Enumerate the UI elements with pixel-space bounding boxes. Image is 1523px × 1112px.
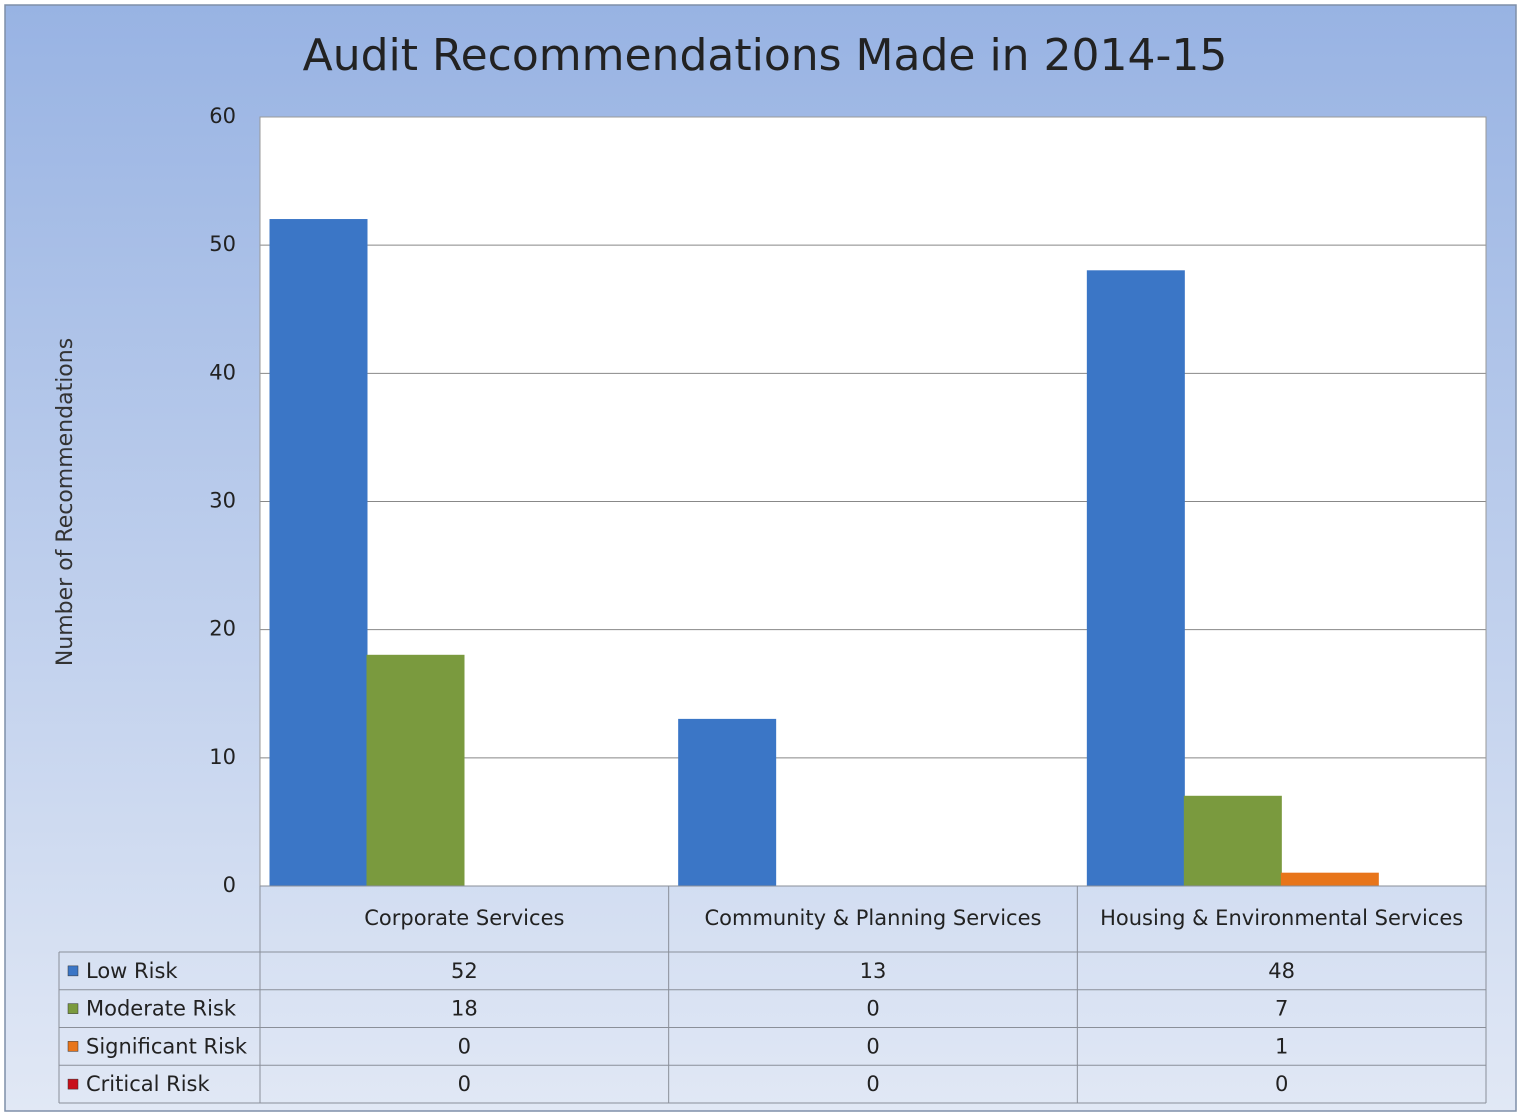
y-axis-title: Number of Recommendations xyxy=(53,338,78,666)
x-tick-label-box: Housing & Environmental Services xyxy=(1100,906,1464,931)
bar xyxy=(269,219,368,887)
x-tick-label: Housing & Environmental Services xyxy=(1100,906,1464,931)
table-value: 0 xyxy=(458,1072,471,1096)
legend-swatch xyxy=(67,1078,79,1090)
y-tick-label: 40 xyxy=(209,360,236,384)
legend-swatch xyxy=(67,1003,79,1014)
bar xyxy=(1086,270,1185,887)
y-tick-label: 30 xyxy=(209,489,236,513)
table-value: 0 xyxy=(866,997,879,1021)
bar xyxy=(366,654,465,887)
table-value: 0 xyxy=(458,1034,471,1058)
chart-title: Audit Recommendations Made in 2014-15 xyxy=(303,30,1228,81)
legend-swatch xyxy=(67,1041,79,1052)
x-tick-label: Corporate Services xyxy=(364,906,565,931)
legend-label: Low Risk xyxy=(86,959,178,983)
x-tick-label-box: Community & Planning Services xyxy=(704,906,1042,931)
bar xyxy=(678,718,777,887)
legend-label: Moderate Risk xyxy=(86,997,237,1021)
legend-swatch xyxy=(67,965,79,977)
table-value: 0 xyxy=(866,1072,879,1096)
legend-label: Critical Risk xyxy=(86,1072,210,1096)
y-tick-label: 0 xyxy=(223,873,236,897)
x-tick-label-box: Corporate Services xyxy=(364,906,565,931)
y-tick-label: 20 xyxy=(209,617,236,641)
x-tick-label: Community & Planning Services xyxy=(704,906,1042,931)
y-tick-label: 10 xyxy=(209,745,236,769)
y-tick-label: 50 xyxy=(209,232,236,256)
legend-label: Significant Risk xyxy=(86,1034,248,1058)
table-value: 0 xyxy=(866,1034,879,1058)
bar xyxy=(1280,872,1379,887)
table-value: 7 xyxy=(1275,997,1288,1021)
table-value: 13 xyxy=(860,959,887,983)
table-value: 0 xyxy=(1275,1072,1288,1096)
table-value: 52 xyxy=(451,959,478,983)
table-value: 48 xyxy=(1268,959,1295,983)
y-tick-label: 60 xyxy=(209,104,236,128)
table-value: 1 xyxy=(1275,1034,1288,1058)
table-value: 18 xyxy=(451,997,478,1021)
bar xyxy=(1183,795,1282,887)
